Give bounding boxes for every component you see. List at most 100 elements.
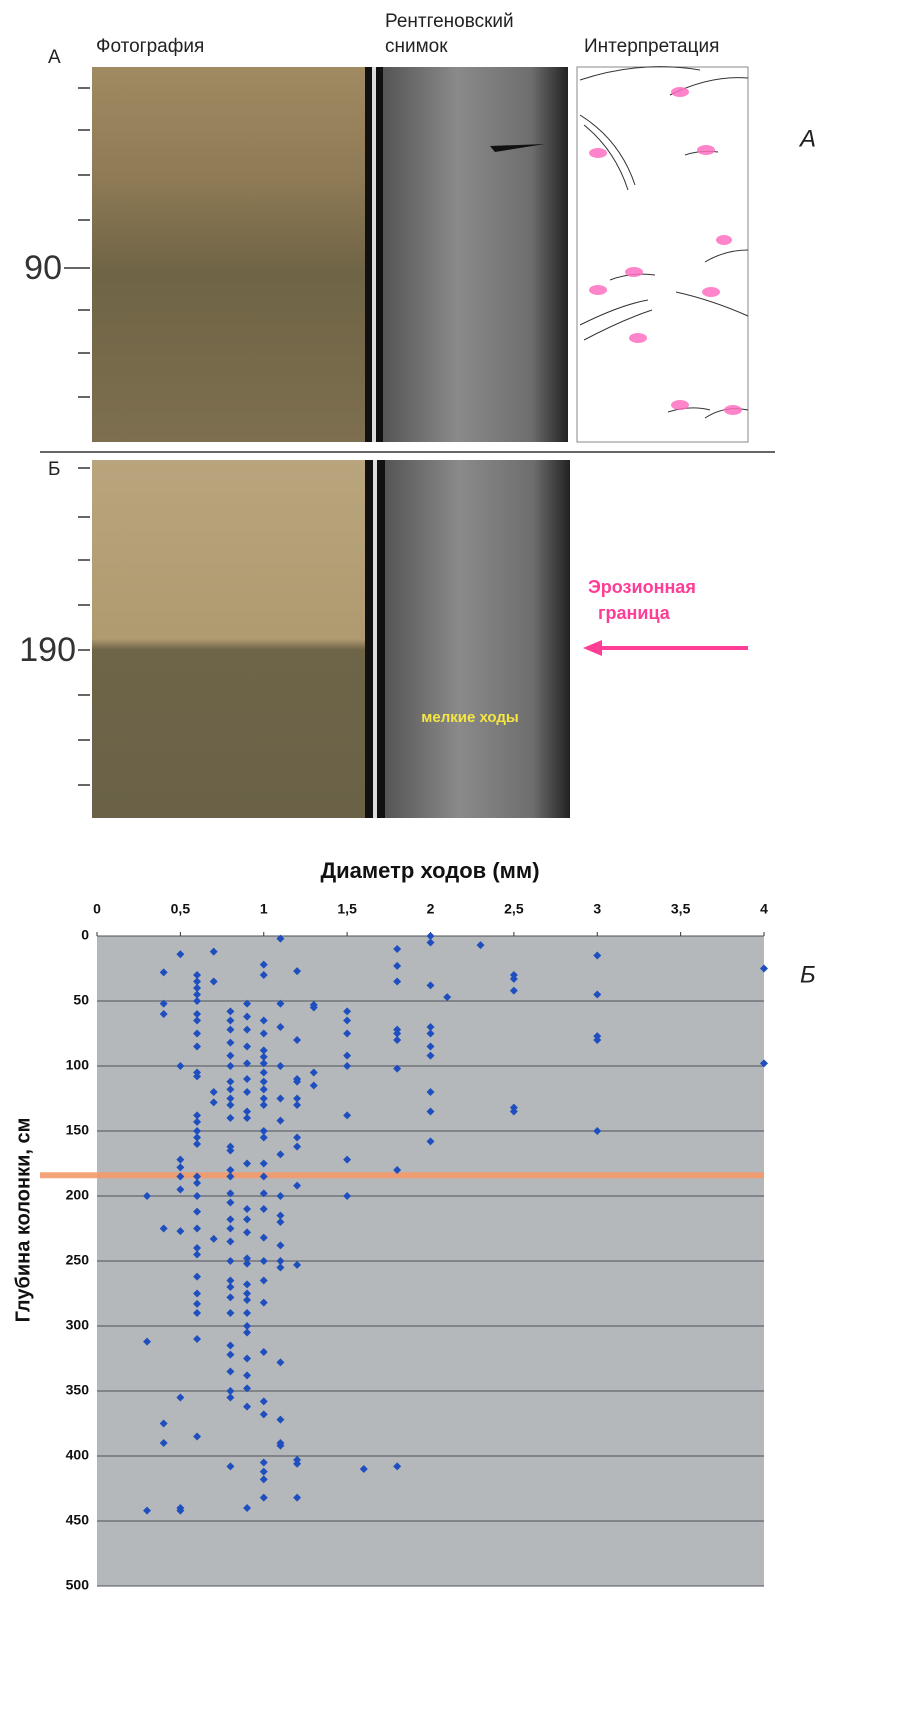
column-header: Фотография <box>96 36 204 57</box>
y-tick-label: 400 <box>66 1447 90 1463</box>
x-tick-label: 0,5 <box>171 901 191 917</box>
point <box>176 1393 185 1402</box>
point <box>293 1077 302 1086</box>
point <box>593 1127 602 1135</box>
point <box>226 1198 235 1207</box>
point <box>259 1029 268 1038</box>
point <box>193 1179 202 1187</box>
point <box>226 1146 235 1155</box>
point <box>226 1166 235 1174</box>
point <box>159 968 168 977</box>
point <box>509 974 518 983</box>
point <box>443 993 452 1002</box>
point <box>243 1228 252 1237</box>
point <box>426 1051 435 1060</box>
point <box>276 1218 285 1226</box>
point <box>276 1241 285 1250</box>
point <box>193 1309 202 1317</box>
point <box>226 1293 235 1302</box>
point <box>593 990 602 999</box>
point <box>243 1309 252 1317</box>
point <box>293 1493 302 1502</box>
point <box>343 1016 352 1025</box>
point <box>393 1462 402 1471</box>
point <box>276 1192 285 1200</box>
point <box>159 1010 168 1018</box>
point <box>426 1023 435 1031</box>
point <box>426 1107 435 1116</box>
point <box>193 984 202 992</box>
depth-label: 90 <box>24 249 62 287</box>
point <box>226 1025 235 1034</box>
point <box>293 1142 302 1151</box>
point <box>226 1276 235 1285</box>
point <box>276 1062 285 1070</box>
point <box>243 1504 252 1512</box>
point <box>193 1117 202 1126</box>
point <box>209 947 218 956</box>
point <box>143 1337 152 1346</box>
panel-letter: Б <box>48 459 60 480</box>
point <box>193 990 202 999</box>
point <box>243 1402 252 1411</box>
point <box>426 1137 435 1146</box>
depth-label: 190 <box>19 631 76 669</box>
point <box>259 1205 268 1213</box>
point <box>509 986 518 995</box>
point <box>176 1227 185 1236</box>
point <box>226 1224 235 1233</box>
y-tick-label: 350 <box>66 1382 90 1398</box>
point <box>176 1506 185 1515</box>
point <box>243 1042 252 1051</box>
point <box>193 1272 202 1281</box>
point <box>193 1172 202 1181</box>
point <box>259 1467 268 1476</box>
point <box>193 1244 202 1252</box>
point <box>243 1280 252 1289</box>
arrow-head <box>583 640 602 656</box>
point <box>760 964 768 973</box>
point <box>276 1116 285 1125</box>
point <box>276 1415 285 1424</box>
panel-side-letter: А <box>798 125 816 152</box>
point <box>193 1432 202 1441</box>
point <box>259 971 268 979</box>
point <box>293 1181 302 1190</box>
point <box>193 977 202 986</box>
y-tick-label: 450 <box>66 1512 90 1528</box>
point <box>193 1299 202 1308</box>
point <box>259 1077 268 1086</box>
point <box>276 1211 285 1220</box>
core-photo <box>92 460 365 818</box>
point <box>259 1133 268 1142</box>
point <box>259 1458 268 1467</box>
point <box>226 1350 235 1359</box>
point <box>243 1059 252 1068</box>
point <box>276 999 285 1008</box>
point <box>509 1107 518 1116</box>
point <box>259 1257 268 1265</box>
point <box>293 1260 302 1269</box>
point <box>293 1459 302 1468</box>
point <box>226 1341 235 1350</box>
point <box>226 1085 235 1094</box>
x-axis-title: Диаметр ходов (мм) <box>320 858 539 883</box>
point <box>226 1189 235 1198</box>
xray-feature <box>490 144 545 152</box>
point <box>243 1205 252 1213</box>
point <box>226 1101 235 1109</box>
point <box>259 1127 268 1135</box>
point <box>243 1075 252 1083</box>
point <box>226 1215 235 1224</box>
point <box>259 1298 268 1307</box>
point <box>760 1059 768 1068</box>
point <box>243 1012 252 1021</box>
point <box>243 1296 252 1304</box>
point <box>393 945 402 953</box>
core-edge <box>373 460 377 818</box>
point <box>259 1475 268 1484</box>
point <box>393 961 402 970</box>
column-header: Интерпретация <box>584 36 719 57</box>
point <box>343 1029 352 1038</box>
